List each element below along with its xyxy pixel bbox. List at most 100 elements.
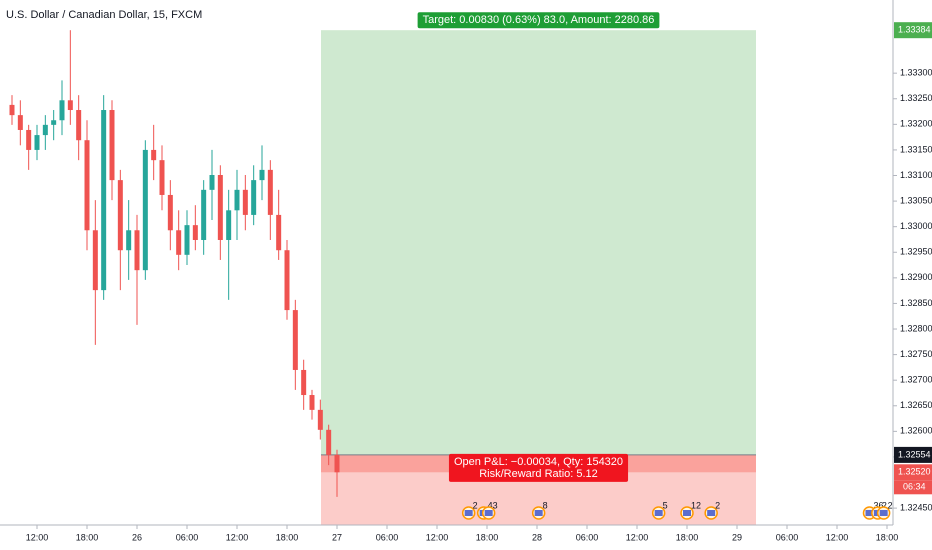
candle-body bbox=[309, 395, 315, 410]
x-tick-label: 12:00 bbox=[826, 532, 849, 542]
profit-zone bbox=[321, 30, 756, 455]
event-flag bbox=[484, 510, 493, 516]
event-flag bbox=[683, 510, 691, 516]
price-label-box bbox=[894, 446, 932, 463]
candle-body bbox=[51, 120, 57, 125]
candle-body bbox=[109, 110, 115, 181]
y-tick-label: 1.32750 bbox=[900, 349, 932, 359]
event-count: 36 bbox=[874, 500, 884, 510]
x-tick-label: 12:00 bbox=[26, 532, 49, 542]
candle-body bbox=[334, 454, 340, 473]
candle-body bbox=[292, 310, 298, 370]
y-tick-label: 1.33050 bbox=[900, 195, 932, 205]
price-label: 1.32554 bbox=[898, 449, 931, 459]
candle-body bbox=[67, 100, 73, 111]
candle-body bbox=[34, 135, 40, 150]
y-tick-label: 1.32450 bbox=[900, 502, 932, 512]
y-tick-label: 1.33200 bbox=[900, 119, 932, 129]
y-tick-label: 1.32900 bbox=[900, 272, 932, 282]
candle-body bbox=[317, 409, 323, 430]
pnl-box bbox=[448, 453, 629, 482]
x-tick-label: 26 bbox=[132, 532, 142, 542]
y-tick-label: 1.33100 bbox=[900, 170, 932, 180]
x-tick-label: 06:00 bbox=[776, 532, 799, 542]
event-count: 2 bbox=[882, 500, 887, 510]
candle-body bbox=[126, 230, 132, 251]
x-tick-label: 06:00 bbox=[576, 532, 599, 542]
candle-body bbox=[226, 210, 232, 240]
countdown: 06:34 bbox=[903, 482, 926, 492]
target-label-box bbox=[417, 12, 660, 29]
ratio-label: Risk/Reward Ratio: 5.12 bbox=[479, 468, 598, 480]
x-tick-label: 18:00 bbox=[76, 532, 99, 542]
x-tick-label: 12:00 bbox=[426, 532, 449, 542]
chart-title: U.S. Dollar / Canadian Dollar, 15, FXCM bbox=[6, 9, 202, 21]
event-count: 5 bbox=[663, 500, 668, 510]
event-flag bbox=[865, 510, 874, 516]
countdown-box bbox=[894, 480, 932, 495]
candle-body bbox=[251, 180, 257, 215]
y-tick-label: 1.32950 bbox=[900, 247, 932, 257]
event-count: 2 bbox=[715, 500, 720, 510]
event-count: 3 bbox=[493, 500, 498, 510]
y-tick-label: 1.33300 bbox=[900, 68, 932, 78]
candle-body bbox=[217, 175, 223, 240]
candle-body bbox=[9, 104, 15, 116]
y-tick-label: 1.33150 bbox=[900, 144, 932, 154]
event-flag bbox=[654, 510, 663, 516]
candle-body bbox=[209, 175, 215, 190]
price-label-box bbox=[894, 22, 932, 39]
x-tick-label: 18:00 bbox=[276, 532, 299, 542]
candle-body bbox=[234, 189, 240, 211]
candle-body bbox=[151, 149, 157, 161]
candle-body bbox=[301, 369, 307, 396]
event-count: 4 bbox=[488, 500, 493, 510]
candle-body bbox=[134, 230, 140, 271]
x-tick-label: 18:00 bbox=[676, 532, 699, 542]
x-tick-label: 27 bbox=[332, 532, 342, 542]
candle-body bbox=[267, 169, 273, 215]
candle-body bbox=[26, 129, 32, 150]
candle-body bbox=[92, 230, 98, 291]
pnl-label: Open P&L: −0.00034, Qty: 154320 bbox=[454, 456, 623, 468]
candle-body bbox=[201, 189, 207, 240]
x-tick-label: 28 bbox=[532, 532, 542, 542]
x-tick-label: 06:00 bbox=[376, 532, 399, 542]
event-count: 8 bbox=[543, 500, 548, 510]
candle-body bbox=[184, 225, 190, 255]
event-flag bbox=[879, 510, 888, 516]
y-tick-label: 1.33000 bbox=[900, 221, 932, 231]
event-flag bbox=[534, 510, 543, 516]
event-count: 2 bbox=[473, 500, 478, 510]
price-label-box bbox=[894, 464, 932, 481]
candle-body bbox=[117, 180, 123, 251]
candle-body bbox=[76, 110, 82, 141]
candle-body bbox=[284, 250, 290, 311]
candle-body bbox=[192, 225, 198, 240]
x-tick-label: 06:00 bbox=[176, 532, 199, 542]
candle-body bbox=[326, 429, 332, 455]
x-tick-label: 12:00 bbox=[626, 532, 649, 542]
y-tick-label: 1.32850 bbox=[900, 298, 932, 308]
candle-body bbox=[242, 189, 248, 215]
y-tick-label: 1.32650 bbox=[900, 400, 932, 410]
event-flag bbox=[464, 510, 473, 516]
price-label: 1.33384 bbox=[898, 25, 931, 35]
event-flag bbox=[707, 510, 716, 516]
plot-area bbox=[9, 30, 756, 525]
y-tick-label: 1.32600 bbox=[900, 426, 932, 436]
y-tick-label: 1.33250 bbox=[900, 93, 932, 103]
candle-body bbox=[101, 110, 107, 291]
target-label: Target: 0.00830 (0.63%) 83.0, Amount: 22… bbox=[423, 14, 655, 26]
event-count: 12 bbox=[691, 500, 701, 510]
candle-body bbox=[59, 100, 65, 121]
candle-body bbox=[259, 169, 265, 181]
x-tick-label: 29 bbox=[732, 532, 742, 542]
candle-body bbox=[142, 149, 148, 271]
candle-body bbox=[17, 115, 23, 130]
candle-body bbox=[84, 140, 90, 231]
x-tick-label: 12:00 bbox=[226, 532, 249, 542]
candle-body bbox=[176, 230, 182, 255]
price-label: 1.32520 bbox=[898, 467, 931, 477]
